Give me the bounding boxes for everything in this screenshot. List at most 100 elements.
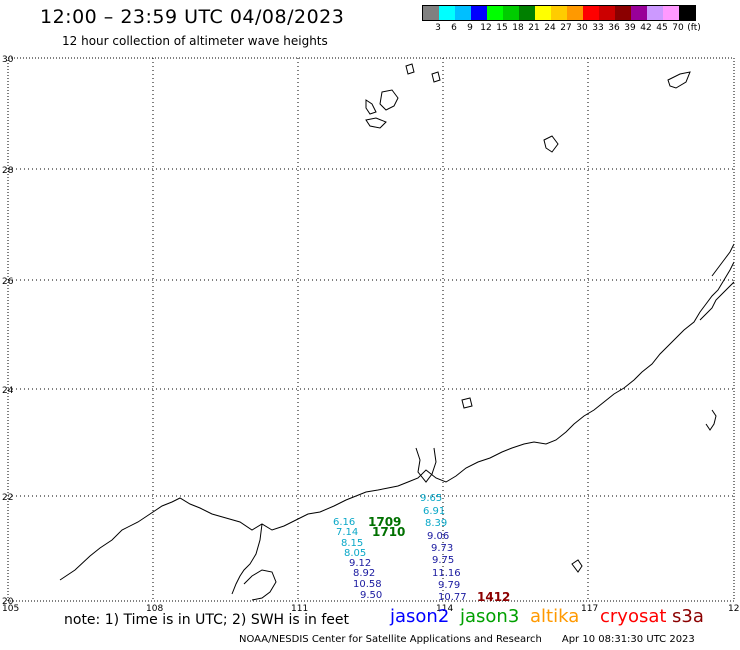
wave-height-label: 8.92: [353, 568, 375, 579]
leizhou-peninsula: [231, 523, 263, 595]
y-tick-label: 20: [2, 597, 14, 607]
lat-lon-grid: 105 108 111 114 117 120 30 28 26 24 22 20: [2, 55, 740, 614]
north-coast-detail: [699, 281, 735, 321]
island-8: [461, 397, 473, 409]
credit-line: NOAA/NESDIS Center for Satellite Applica…: [239, 634, 695, 645]
satellite-cryosat: cryosat: [600, 606, 667, 627]
legend-swatch: [503, 6, 519, 20]
legend-tick-label: 27: [560, 23, 572, 33]
legend-swatch: [647, 6, 663, 20]
coastline: [59, 63, 735, 601]
legend-swatch: [567, 6, 583, 20]
wave-height-label: 9.06: [427, 531, 449, 542]
upper-coast-detail: [711, 243, 735, 277]
legend-swatch: [519, 6, 535, 20]
satellite-altika: altika: [530, 606, 580, 627]
legend-swatch: [455, 6, 471, 20]
wave-height-label: 8.05: [344, 548, 366, 559]
plot-frame: [7, 57, 735, 602]
pearl-river-delta: [415, 447, 437, 483]
legend-swatch: [487, 6, 503, 20]
south-china-coast: [59, 261, 735, 581]
hainan-island: [243, 569, 277, 601]
wave-height-label: 8.15: [341, 538, 363, 549]
island-5: [431, 71, 441, 83]
legend-swatch: [615, 6, 631, 20]
legend-swatch: [535, 6, 551, 20]
island-1: [365, 99, 377, 115]
island-9: [571, 559, 583, 573]
island-6: [543, 135, 559, 153]
legend-tick-label: 3: [435, 23, 441, 33]
legend-swatch: [599, 6, 615, 20]
legend-swatch: [583, 6, 599, 20]
wave-height-label: 10.77: [438, 592, 467, 603]
taiwan-strait-island: [705, 409, 717, 431]
y-tick-label: 26: [2, 277, 14, 287]
legend-tick-label: 30: [576, 23, 588, 33]
island-4: [405, 63, 415, 75]
wave-height-label: 6.91: [423, 506, 445, 517]
legend-swatch: [423, 6, 439, 20]
legend-tick-label: 18: [512, 23, 524, 33]
x-tick-label: 120: [728, 604, 740, 614]
wave-height-label: 1412: [477, 590, 510, 604]
map-title: 12:00 – 23:59 UTC 04/08/2023: [40, 6, 345, 28]
legend-tick-label: 15: [496, 23, 508, 33]
y-tick-label: 28: [2, 166, 14, 176]
wave-height-label: 9.50: [360, 590, 382, 601]
credit-text: NOAA/NESDIS Center for Satellite Applica…: [239, 634, 542, 645]
legend-swatch: [631, 6, 647, 20]
legend-tick-label: 6: [451, 23, 457, 33]
legend-swatches: [422, 5, 696, 21]
legend-tick-label: 24: [544, 23, 556, 33]
satellite-s3a: s3a: [672, 606, 704, 627]
legend-tick-label: 12: [480, 23, 492, 33]
wave-height-label: 6.16: [333, 517, 355, 528]
legend-tick-label: 21: [528, 23, 540, 33]
wave-height-label: 9.75: [432, 555, 454, 566]
generated-timestamp: Apr 10 08:31:30 UTC 2023: [561, 634, 695, 645]
island-2: [379, 89, 399, 111]
wave-height-label: 1710: [372, 525, 405, 539]
x-tick-label: 105: [2, 604, 19, 614]
legend-tick-label: 70: [672, 23, 684, 33]
wave-height-label: 7.14: [336, 527, 358, 538]
wave-height-label: 9.73: [431, 543, 453, 554]
wave-height-label: 9.79: [438, 580, 460, 591]
y-tick-label: 22: [2, 493, 13, 503]
footer-note: note: 1) Time is in UTC; 2) SWH is in fe…: [64, 612, 350, 628]
x-tick-label: 108: [146, 604, 163, 614]
map-subtitle: 12 hour collection of altimeter wave hei…: [62, 34, 328, 48]
legend-tick-label: 45: [656, 23, 668, 33]
wave-height-label: 10.58: [353, 579, 382, 590]
y-tick-label: 30: [2, 55, 14, 65]
satellite-jason2: jason2: [390, 606, 450, 627]
y-tick-label: 24: [2, 386, 14, 396]
legend-swatch: [663, 6, 679, 20]
wave-height-label: 8.39: [425, 518, 447, 529]
legend-tick-label: 9: [467, 23, 473, 33]
legend-swatch: [439, 6, 455, 20]
wave-height-label: 1709: [368, 515, 401, 529]
legend-tick-labels: 3 6 9 12 15 18 21 24 27 30 33 36 39 42 45 70 (ft): [422, 21, 701, 33]
wave-height-label: 9.65: [420, 493, 442, 504]
wave-height-label: 11.16: [432, 568, 461, 579]
x-tick-label: 111: [291, 604, 308, 614]
color-legend: 3 6 9 12 15 18 21 24 27 30 33 36 39 42 45 70 (ft): [422, 5, 701, 33]
x-tick-label: 117: [581, 604, 598, 614]
legend-tick-label: 33: [592, 23, 604, 33]
satellite-jason3: jason3: [460, 606, 520, 627]
legend-tick-label: 39: [624, 23, 636, 33]
legend-unit-label: (ft): [687, 23, 701, 33]
wave-height-label: 9.12: [349, 558, 371, 569]
island-7: [667, 71, 691, 89]
legend-swatch: [679, 6, 695, 20]
legend-tick-label: 36: [608, 23, 620, 33]
legend-swatch: [551, 6, 567, 20]
island-3: [365, 117, 387, 129]
x-tick-label: 114: [436, 604, 453, 614]
legend-tick-label: 42: [640, 23, 652, 33]
